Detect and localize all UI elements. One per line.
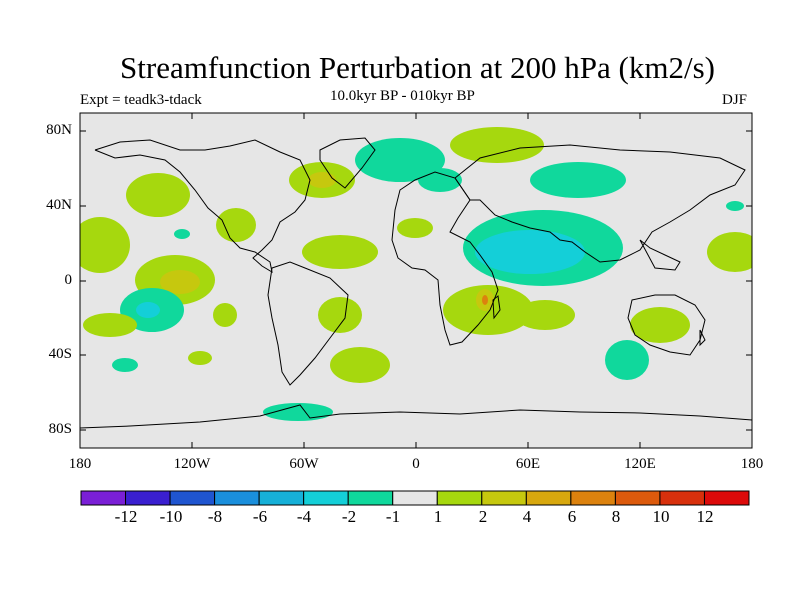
colorbar-label: 6 (567, 507, 577, 526)
anomaly-region (355, 138, 445, 182)
continent-outline (391, 171, 499, 346)
lon-label: 120W (173, 456, 211, 472)
anomaly-region (318, 297, 362, 333)
lon-label: 120E (624, 456, 656, 472)
anomaly-region (605, 340, 649, 380)
continent-outline (319, 137, 376, 189)
colorbar-swatch (525, 490, 572, 506)
colorbar-swatch (481, 490, 527, 506)
anomaly-region (174, 229, 190, 239)
colorbar-label: 4 (522, 507, 532, 526)
lon-label: 60E (515, 456, 541, 472)
colorbar-swatch (570, 490, 616, 506)
experiment-label: Expt = teadk3-tdack (80, 92, 202, 108)
colorbar-swatch (125, 490, 171, 506)
colorbar-label: 1 (433, 507, 443, 526)
colorbar-label: -6 (252, 507, 268, 526)
anomaly-region (630, 307, 690, 343)
anomaly-region (213, 303, 237, 327)
anomaly-region (450, 127, 544, 163)
continent-outline (267, 261, 349, 386)
anomaly-region (482, 295, 488, 305)
colorbar-label: -10 (159, 507, 183, 526)
anomaly-region (397, 218, 433, 238)
colorbar (80, 490, 750, 506)
lon-label: 180 (68, 456, 92, 472)
colorbar-label: -1 (385, 507, 401, 526)
lon-label: 60W (289, 456, 319, 472)
period-label: 10.0kyr BP - 010kyr BP (330, 88, 475, 104)
anomaly-region (80, 217, 130, 273)
anomaly-region (515, 300, 575, 330)
colorbar-swatch (703, 490, 750, 506)
colorbar-swatch (614, 490, 661, 506)
lat-label: 40S (48, 346, 72, 362)
colorbar-swatch (80, 490, 127, 506)
continent-outline (492, 295, 501, 320)
colorbar-label: 12 (696, 507, 714, 526)
continent-outline (627, 294, 706, 356)
anomaly-region (126, 173, 190, 217)
anomaly-region (188, 351, 212, 365)
colorbar-label: 2 (478, 507, 488, 526)
colorbar-swatch (436, 490, 483, 506)
colorbar-label: -2 (341, 507, 357, 526)
lat-label: 0 (64, 272, 73, 288)
colorbar-swatch (169, 490, 216, 506)
anomaly-region (136, 302, 160, 318)
colorbar-label: -4 (296, 507, 312, 526)
colorbar-swatch (392, 490, 438, 506)
anomaly-region (530, 162, 626, 198)
lat-label: 40N (46, 197, 72, 213)
anomaly-region (330, 347, 390, 383)
coastlines (80, 137, 752, 429)
continent-outline (699, 329, 706, 347)
colorbar-label: -8 (207, 507, 223, 526)
anomaly-region (160, 270, 200, 294)
lon-tick-marks (191, 113, 641, 448)
anomaly-region (216, 208, 256, 242)
colorbar-swatch (347, 490, 394, 506)
contour-fills (80, 127, 752, 421)
chart-title: Streamfunction Perturbation at 200 hPa (… (120, 50, 715, 85)
anomaly-region (726, 201, 744, 211)
lon-label: 0 (412, 456, 420, 472)
lat-label: 80S (48, 421, 72, 437)
season-label: DJF (722, 92, 748, 108)
anomaly-region (83, 313, 137, 337)
anomaly-region (475, 230, 585, 274)
anomaly-region (302, 235, 378, 269)
anomaly-region (707, 232, 752, 272)
continent-outline (454, 144, 746, 263)
anomaly-region (308, 172, 336, 188)
colorbar-swatch (303, 490, 349, 506)
anomaly-region (263, 403, 333, 421)
continent-outline (94, 139, 311, 274)
continent-outline (80, 404, 752, 429)
lat-tick-marks (80, 130, 752, 431)
colorbar-label: -12 (114, 507, 138, 526)
colorbar-swatch (659, 490, 705, 506)
colorbar-label: 8 (611, 507, 621, 526)
colorbar-swatch (214, 490, 260, 506)
lon-label: 180 (740, 456, 764, 472)
colorbar-swatch (258, 490, 305, 506)
anomaly-region (112, 358, 138, 372)
continent-outline (639, 239, 681, 271)
colorbar-label: 10 (652, 507, 670, 526)
anomaly-region (418, 168, 462, 192)
lat-label: 80N (46, 122, 72, 138)
